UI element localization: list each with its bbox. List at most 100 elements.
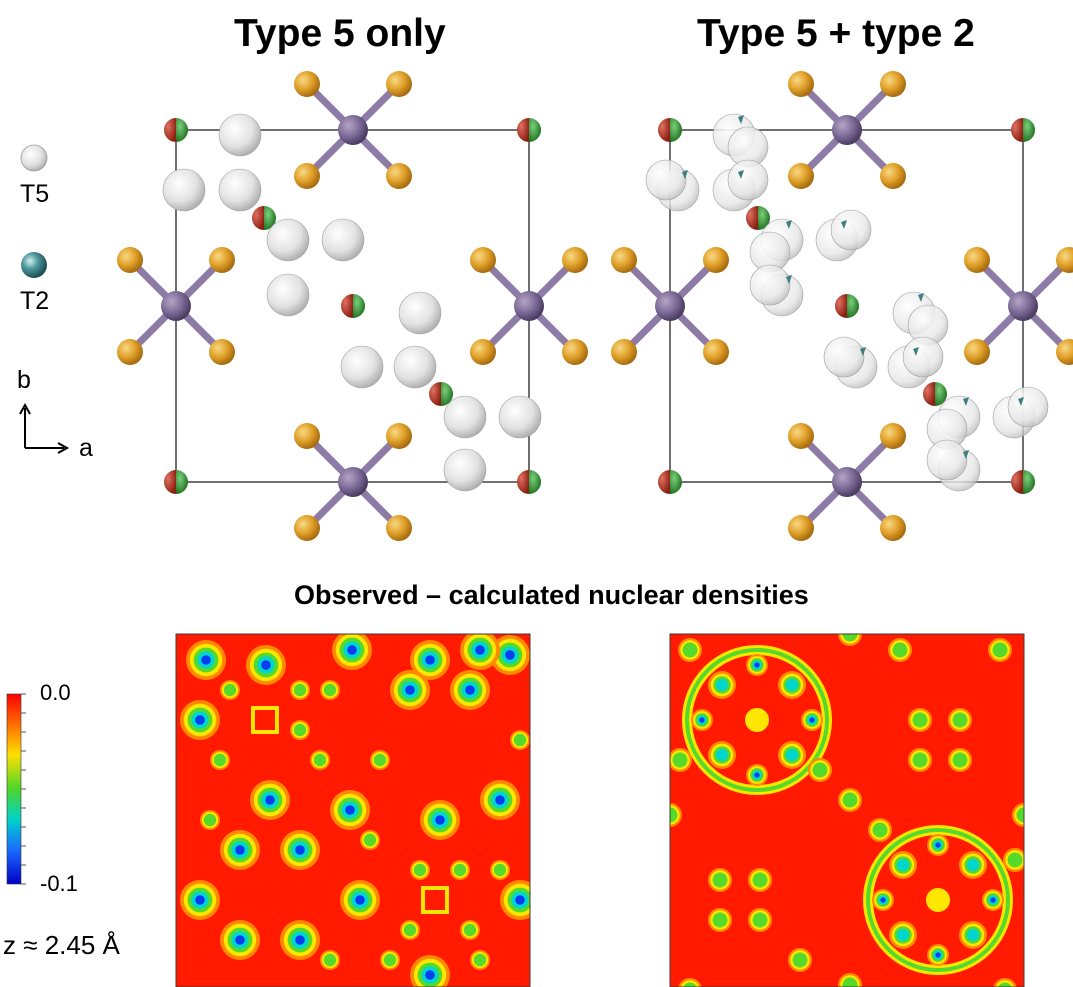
ligand-atom <box>294 163 320 189</box>
ligand-atom <box>611 339 637 365</box>
type5-atom <box>218 168 262 212</box>
density-contour <box>425 655 435 665</box>
ligand-atom <box>209 339 235 365</box>
density-contour <box>465 685 475 695</box>
density-map-left <box>176 634 530 987</box>
t2-atom-icon <box>21 252 47 278</box>
split-atom-green <box>441 382 453 406</box>
type5-atom <box>830 209 872 251</box>
density-contour <box>213 753 227 767</box>
ligand-atom <box>117 247 143 273</box>
density-contour <box>473 953 487 967</box>
type2-atom <box>738 115 744 124</box>
density-contour <box>463 923 477 937</box>
type2-atom <box>682 170 688 179</box>
type5-atom <box>749 264 791 306</box>
colorbar <box>6 693 26 885</box>
type2-atom <box>786 220 792 229</box>
type2-atom <box>918 293 924 302</box>
density-contour <box>712 872 728 888</box>
type2-atom <box>786 275 792 284</box>
ligand-atom <box>386 423 412 449</box>
ligand-atom <box>386 71 412 97</box>
density-contour <box>345 805 355 815</box>
type2-atom <box>963 450 969 459</box>
density-contour <box>935 952 941 958</box>
density-contour <box>323 683 337 697</box>
ligand-atom <box>703 247 729 273</box>
split-atom-green <box>529 470 541 494</box>
density-contour <box>715 678 729 692</box>
ligand-atom <box>562 247 588 273</box>
density-contour <box>223 683 237 697</box>
density-contour <box>966 858 980 872</box>
type5-atom <box>162 168 206 212</box>
density-contour <box>405 685 415 695</box>
density-contour <box>435 815 445 825</box>
density-contour <box>261 660 271 670</box>
split-atom-green <box>264 206 276 230</box>
split-atom-red <box>1011 118 1023 142</box>
density-contour <box>952 712 968 728</box>
type5-atom <box>926 439 968 481</box>
density-contour <box>926 888 950 912</box>
right-panel-title: Type 5 + type 2 <box>697 12 975 55</box>
density-contour <box>896 858 910 872</box>
axis-label-a: a <box>79 434 93 462</box>
type5-atom <box>823 336 865 378</box>
type5-atom <box>340 345 384 389</box>
type2-atom <box>963 397 969 406</box>
density-contour <box>872 822 888 838</box>
type5-atom <box>266 273 310 317</box>
split-atom-green <box>1023 470 1035 494</box>
split-atom-red <box>164 470 176 494</box>
ligand-atom <box>703 339 729 365</box>
ligand-atom <box>562 339 588 365</box>
density-contour <box>912 712 928 728</box>
ligand-atom <box>611 247 637 273</box>
density-contour <box>912 752 928 768</box>
type5-atom <box>1007 386 1049 428</box>
type2-atom <box>913 347 919 356</box>
density-contour <box>383 953 397 967</box>
density-contour <box>235 845 245 855</box>
split-atom-red <box>658 118 670 142</box>
density-contour <box>998 982 1012 987</box>
density-contour <box>347 645 357 655</box>
axes-indicator <box>19 402 70 454</box>
ligand-atom <box>209 247 235 273</box>
density-contour <box>809 717 815 723</box>
density-contour <box>413 863 427 877</box>
split-atom-red <box>341 294 353 318</box>
density-contour <box>715 748 729 762</box>
split-atom-red <box>429 382 441 406</box>
split-atom-green <box>935 382 947 406</box>
split-atom-red <box>923 382 935 406</box>
ligand-atom <box>880 515 906 541</box>
ligand-atom <box>1056 247 1073 273</box>
density-contour <box>293 723 307 737</box>
split-atom-green <box>847 294 859 318</box>
density-contour <box>373 753 387 767</box>
type5-atom <box>443 395 487 439</box>
density-contour <box>355 895 365 905</box>
ligand-atom <box>470 339 496 365</box>
density-contour <box>1016 807 1024 823</box>
density-contour <box>1007 852 1023 868</box>
ligand-atom <box>117 339 143 365</box>
density-contour <box>672 752 688 768</box>
ligand-atom <box>294 515 320 541</box>
type2-atom <box>860 347 866 356</box>
type2-atom <box>1018 397 1024 406</box>
framework-center-atom <box>161 291 191 321</box>
density-contour <box>515 895 525 905</box>
density-contour <box>495 795 505 805</box>
density-contour <box>785 748 799 762</box>
density-contour <box>251 706 279 734</box>
ligand-atom <box>788 163 814 189</box>
left-panel-title: Type 5 only <box>234 12 446 55</box>
density-contour <box>295 935 305 945</box>
density-contour <box>475 645 485 655</box>
ligand-atom <box>788 423 814 449</box>
density-contour <box>195 895 205 905</box>
